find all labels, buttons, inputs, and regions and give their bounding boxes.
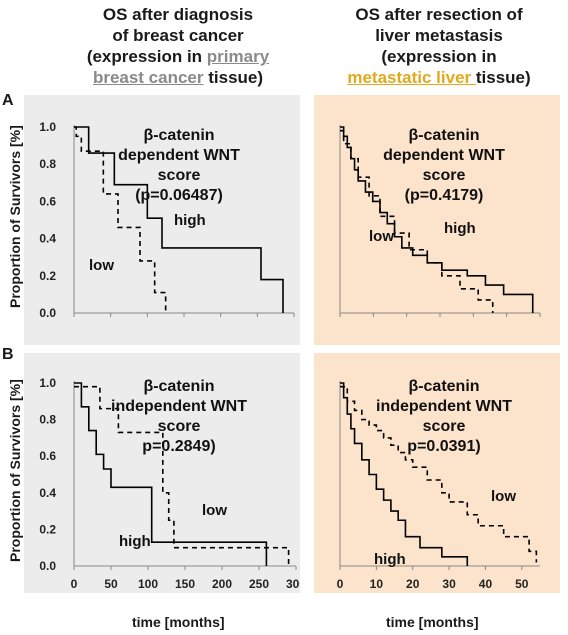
km-chart-b-left: 0.0 0.2 0.4 0.6 0.8 1.0 0 50 100 150 200 250 300 high… xyxy=(24,353,300,593)
left-title-breast-cancer: breast cancer xyxy=(92,68,204,87)
left-title-line-4-text: tissue) xyxy=(203,68,264,87)
series-label-low: low xyxy=(369,228,394,245)
x-tick-label: 300 xyxy=(286,577,300,591)
y-axis-label-a: Proportion of Survivors [%] xyxy=(7,125,23,308)
y-tick-label: 0.0 xyxy=(39,306,56,320)
y-axis-label-b: Proportion of Survivors [%] xyxy=(7,379,23,562)
x-tick-label: 20 xyxy=(406,577,420,591)
right-title-line-4: metastatic liver tissue) xyxy=(309,67,568,88)
left-title-line-1: OS after diagnosis xyxy=(102,5,254,24)
annotation-line: p=0.0391) xyxy=(407,438,480,455)
y-tick-label: 1.0 xyxy=(39,376,56,390)
left-title-line-3: (expression in primary xyxy=(48,46,308,67)
y-tick-label: 0.2 xyxy=(39,522,56,536)
km-chart-a-right: high low β-catenin dependent WNT score (p=0.4… xyxy=(314,95,560,345)
annotation-line: independent WNT xyxy=(111,398,247,415)
series-line-high xyxy=(74,382,268,566)
x-tick-label: 40 xyxy=(479,577,493,591)
x-axis-label-left: time [months] xyxy=(132,614,225,630)
left-title-line-2: of breast cancer xyxy=(112,26,244,45)
left-title-line-4: breast cancer tissue) xyxy=(48,67,308,88)
right-title-line-2: liver metastasis xyxy=(375,26,503,45)
series-label-high: high xyxy=(174,212,206,229)
annotation-line: β-catenin xyxy=(143,127,214,144)
annotation-line: score xyxy=(158,418,201,435)
y-tick-label: 0.6 xyxy=(39,449,56,463)
left-column-title: OS after diagnosis of breast cancer (exp… xyxy=(48,4,308,88)
right-title-line-1: OS after resection of xyxy=(355,5,523,24)
y-tick-label: 0.8 xyxy=(39,413,56,427)
x-tick-label: 200 xyxy=(212,577,232,591)
panel-background xyxy=(314,95,560,345)
y-tick-label: 1.0 xyxy=(39,120,56,134)
annotation-line: β-catenin xyxy=(143,378,214,395)
series-label-low: low xyxy=(202,502,227,519)
annotation-line: β-catenin xyxy=(408,378,479,395)
x-tick-label: 10 xyxy=(370,577,384,591)
km-chart-a-left: 0.0 0.2 0.4 0.6 0.8 1.0 high low β-catenin depend… xyxy=(24,95,300,345)
x-tick-label: 50 xyxy=(515,577,529,591)
x-tick-label: 50 xyxy=(104,577,118,591)
annotation-line: β-catenin xyxy=(408,127,479,144)
y-tick-label: 0.2 xyxy=(39,269,56,283)
series-line-high xyxy=(74,126,284,313)
series-line-low xyxy=(340,129,494,313)
annotation-line: score xyxy=(423,418,466,435)
left-title-line-3-text: (expression in xyxy=(86,47,207,66)
annotation-line: p=0.2849) xyxy=(142,438,215,455)
series-line-low xyxy=(340,385,538,563)
right-title-line-4-text: tissue) xyxy=(475,68,531,87)
y-tick-label: 0.0 xyxy=(39,559,56,573)
y-tick-label: 0.8 xyxy=(39,157,56,171)
series-label-low: low xyxy=(491,488,516,505)
series-label-high: high xyxy=(444,220,476,237)
series-label-high: high xyxy=(374,551,406,568)
x-tick-label: 250 xyxy=(249,577,269,591)
annotation-line: independent WNT xyxy=(376,398,512,415)
series-line-high xyxy=(340,382,469,566)
series-label-high: high xyxy=(119,533,151,550)
panel-background xyxy=(314,353,560,593)
y-tick-label: 0.4 xyxy=(39,486,56,500)
annotation-line: score xyxy=(158,167,201,184)
y-tick-label: 0.6 xyxy=(39,194,56,208)
row-label-a: A xyxy=(2,92,14,109)
x-axis-label-right: time [months] xyxy=(386,614,479,630)
x-tick-label: 0 xyxy=(71,577,78,591)
series-label-low: low xyxy=(89,257,114,274)
x-tick-label: 150 xyxy=(175,577,195,591)
annotation-line: score xyxy=(423,167,466,184)
km-chart-b-right: 0 10 20 30 40 50 high low β-catenin independent W… xyxy=(314,353,560,593)
annotation-line: dependent WNT xyxy=(118,147,240,164)
annotation-line: (p=0.4179) xyxy=(405,187,484,204)
y-tick-label: 0.4 xyxy=(39,232,56,246)
series-line-low xyxy=(74,126,167,313)
annotation-line: dependent WNT xyxy=(383,147,505,164)
right-column-title: OS after resection of liver metastasis (… xyxy=(309,4,568,88)
x-tick-label: 0 xyxy=(337,577,344,591)
right-title-line-3: (expression in xyxy=(381,47,497,66)
row-label-b: B xyxy=(2,346,14,363)
x-tick-label: 100 xyxy=(138,577,158,591)
right-title-metastatic-liver: metastatic liver xyxy=(347,68,476,87)
annotation-line: (p=0.06487) xyxy=(135,187,223,204)
x-tick-label: 30 xyxy=(442,577,456,591)
left-title-primary: primary xyxy=(206,47,270,66)
